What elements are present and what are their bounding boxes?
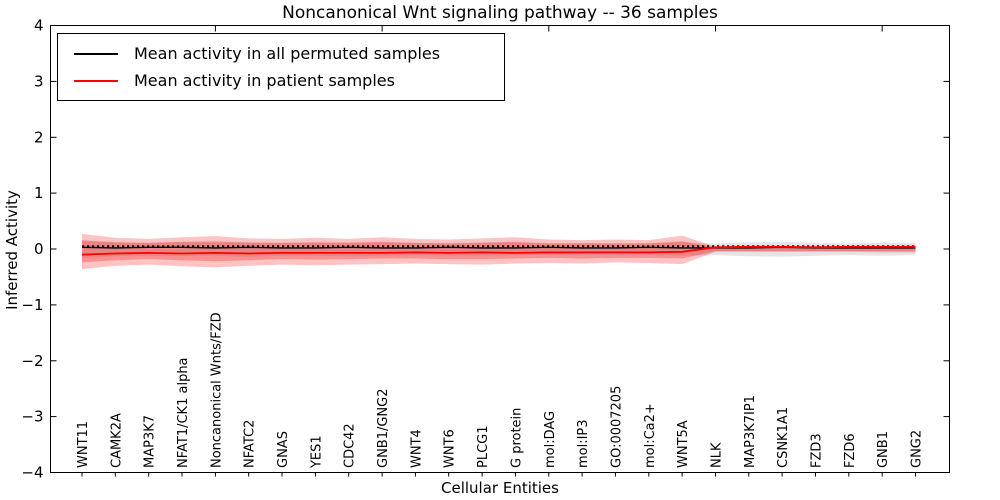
legend: Mean activity in all permuted samples Me… (57, 33, 505, 101)
x-tick-label: NFATC2 (243, 420, 258, 468)
y-tick-label: 2 (34, 128, 44, 146)
y-tick-label: 1 (34, 184, 44, 202)
patient-inner-band (82, 240, 916, 263)
chart-title: Noncanonical Wnt signaling pathway -- 36… (282, 3, 718, 23)
x-tick-label: MAP3K7IP1 (743, 395, 758, 468)
y-tick-label: −2 (21, 352, 43, 370)
y-tick-label: 4 (34, 17, 44, 35)
y-tick-label: −3 (21, 408, 43, 426)
x-tick-label: MAP3K7 (143, 415, 158, 468)
x-tick-label: GNB1 (876, 431, 891, 468)
x-tick-label: CDC42 (343, 423, 358, 468)
x-tick-label: mol:DAG (543, 411, 558, 468)
legend-label-patient: Mean activity in patient samples (134, 71, 395, 90)
x-axis-label: Cellular Entities (441, 479, 559, 497)
permuted-line-sample-icon (74, 52, 118, 55)
x-tick-label: WNT11 (76, 421, 91, 468)
x-tick-label: WNT5A (676, 420, 691, 468)
x-tick-label: YES1 (309, 435, 324, 469)
x-tick-label: PLCG1 (476, 425, 491, 468)
legend-label-permuted: Mean activity in all permuted samples (134, 44, 441, 63)
legend-entry-permuted: Mean activity in all permuted samples (58, 42, 504, 66)
legend-entry-patient: Mean activity in patient samples (58, 69, 504, 93)
x-tick-label: mol:Ca2+ (643, 403, 658, 468)
x-tick-label: WNT4 (409, 429, 424, 468)
y-tick-label: −1 (21, 296, 43, 314)
x-tick-label: CAMK2A (109, 413, 124, 468)
x-tick-label: GNB1/GNG2 (376, 388, 391, 468)
x-tick-label: Noncanonical Wnts/FZD (209, 312, 224, 468)
x-tick-label: WNT6 (443, 429, 458, 468)
y-axis-label: Inferred Activity (3, 190, 21, 310)
x-tick-label: CSNK1A1 (776, 407, 791, 468)
x-tick-label: GNG2 (910, 430, 925, 468)
y-tick-label: 3 (34, 72, 44, 90)
x-tick-label: GNAS (276, 431, 291, 468)
y-tick-label: 0 (34, 240, 44, 258)
y-tick-label: −4 (21, 464, 43, 482)
x-tick-label: NLK (710, 442, 725, 468)
x-tick-label: NFAT1/CK1 alpha (176, 357, 191, 468)
x-tick-label: GO:0007205 (609, 386, 624, 468)
x-tick-label: FZD6 (843, 433, 858, 468)
x-tick-label: FZD3 (810, 433, 825, 468)
x-tick-label: mol:IP3 (576, 419, 591, 468)
patient-mean-line (81, 245, 916, 256)
patient-line-sample-icon (74, 79, 118, 82)
x-tick-label: G protein (509, 408, 524, 468)
patient-outer-band (82, 233, 916, 270)
